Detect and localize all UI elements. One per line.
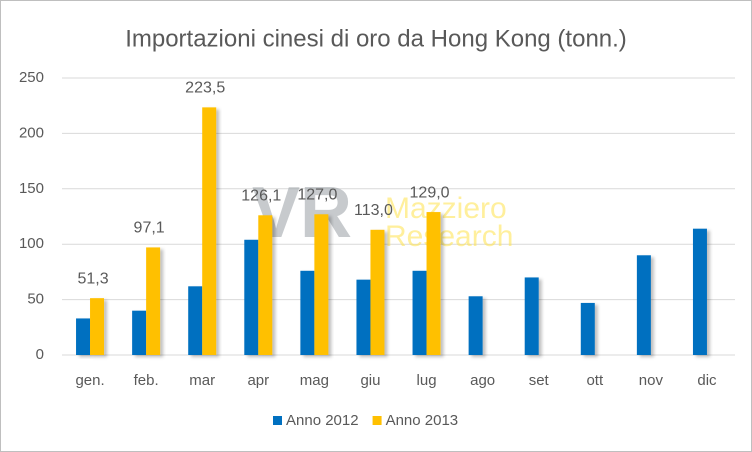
x-tick-label: feb. bbox=[134, 372, 159, 389]
bar bbox=[412, 270, 427, 355]
chart-title: Importazioni cinesi di oro da Hong Kong … bbox=[125, 25, 627, 52]
x-tick-label: dic bbox=[697, 372, 717, 389]
bar bbox=[188, 286, 203, 355]
watermark-text: Mazziero bbox=[385, 192, 507, 225]
data-label: 113,0 bbox=[354, 202, 393, 219]
bar bbox=[580, 302, 595, 355]
bar bbox=[356, 279, 371, 355]
data-label: 223,5 bbox=[185, 80, 225, 97]
data-label: 127,0 bbox=[297, 187, 337, 204]
legend-label: Anno 2013 bbox=[386, 412, 459, 429]
bar bbox=[636, 255, 651, 355]
x-tick-label: giu bbox=[360, 372, 380, 389]
y-tick-label: 50 bbox=[27, 291, 44, 308]
bar bbox=[146, 247, 161, 355]
y-tick-label: 0 bbox=[36, 346, 44, 363]
data-label: 126,1 bbox=[241, 187, 281, 204]
x-tick-label: set bbox=[529, 372, 550, 389]
bar bbox=[90, 298, 105, 355]
bar bbox=[258, 215, 273, 355]
y-tick-label: 100 bbox=[19, 235, 44, 252]
bar bbox=[370, 229, 385, 355]
x-tick-label: nov bbox=[639, 372, 664, 389]
watermark-text: Research bbox=[385, 220, 513, 253]
x-tick-label: mar bbox=[189, 372, 215, 389]
x-tick-label: ott bbox=[586, 372, 604, 389]
bar bbox=[468, 296, 483, 355]
data-label: 51,3 bbox=[77, 270, 108, 287]
bar bbox=[76, 318, 91, 355]
bar bbox=[202, 107, 217, 355]
bar bbox=[426, 212, 441, 355]
x-tick-label: mag bbox=[300, 372, 329, 389]
bar bbox=[300, 270, 315, 355]
x-tick-label: lug bbox=[417, 372, 437, 389]
x-tick-label: ago bbox=[470, 372, 495, 389]
data-label: 97,1 bbox=[134, 220, 165, 237]
bar bbox=[314, 214, 329, 355]
bar bbox=[692, 228, 707, 355]
bar bbox=[524, 277, 539, 355]
y-tick-label: 250 bbox=[19, 69, 44, 86]
y-tick-label: 200 bbox=[19, 124, 44, 141]
bar bbox=[244, 239, 259, 355]
legend-swatch bbox=[273, 416, 282, 425]
x-tick-label: gen. bbox=[75, 372, 104, 389]
legend-swatch bbox=[372, 416, 382, 425]
bar bbox=[132, 310, 147, 355]
y-tick-label: 150 bbox=[19, 180, 44, 197]
data-label: 129,0 bbox=[410, 184, 450, 201]
x-tick-label: apr bbox=[247, 372, 269, 389]
legend-label: Anno 2012 bbox=[286, 412, 359, 429]
